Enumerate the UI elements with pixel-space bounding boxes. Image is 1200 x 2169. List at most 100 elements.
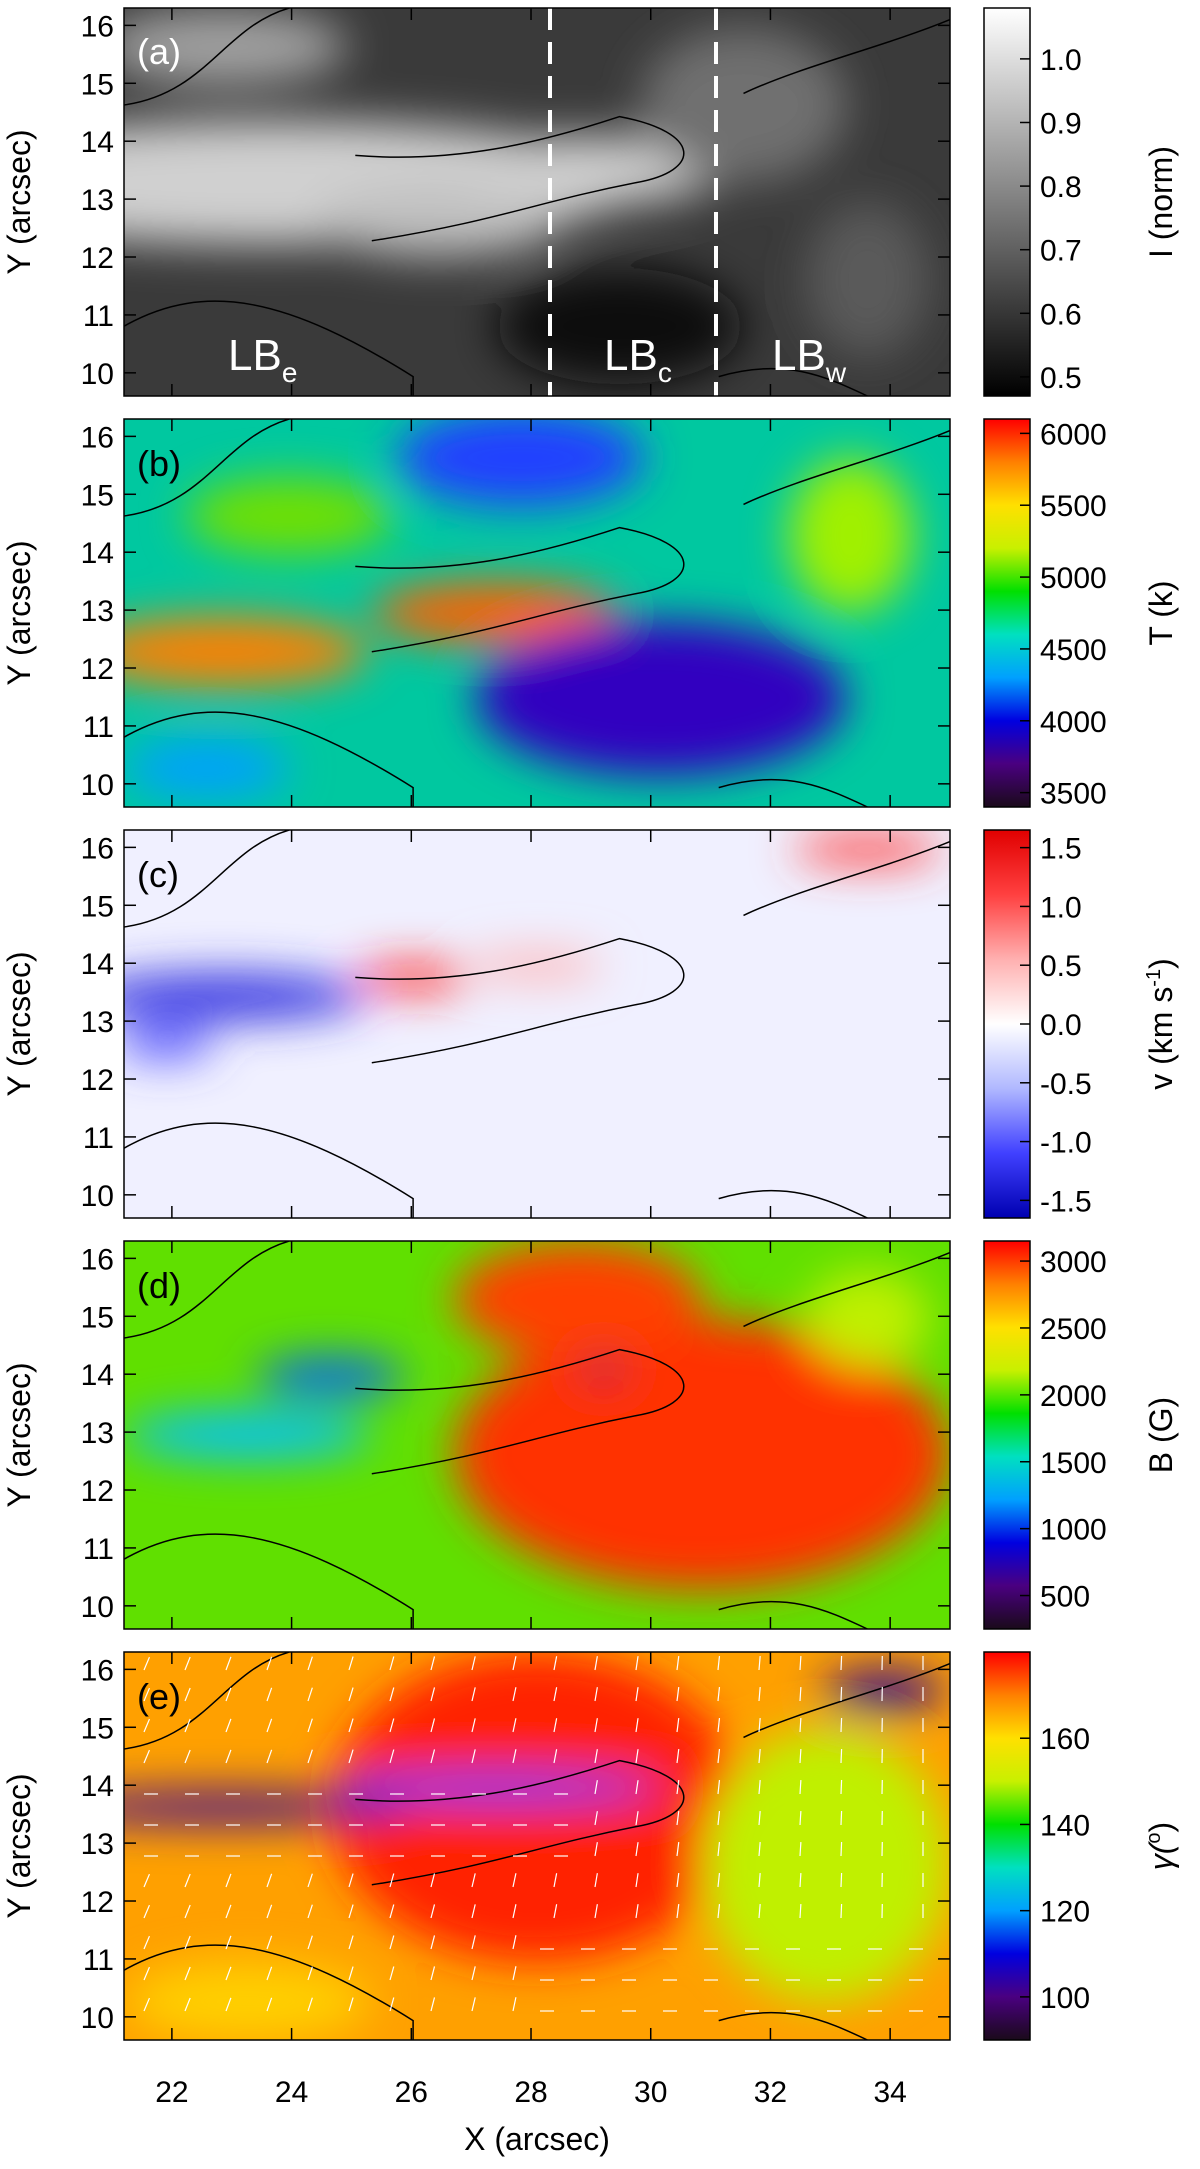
field-arrow xyxy=(676,1656,680,1671)
field-arrow xyxy=(430,1904,436,1919)
field-arrow xyxy=(184,1997,191,2012)
panel-e-frame xyxy=(123,1651,951,2041)
field-arrow xyxy=(594,1718,598,1733)
field-arrow xyxy=(266,1997,273,2012)
x-axis-label: X (arcsec) xyxy=(464,2121,610,2157)
field-arrow xyxy=(717,1749,721,1764)
field-arrow xyxy=(184,1687,191,1702)
field-arrow xyxy=(430,1656,436,1671)
field-arrow xyxy=(430,1749,436,1764)
panel-a-ylabel: Y (arcsec) xyxy=(1,129,37,274)
field-arrow xyxy=(143,1873,151,1888)
panel-d: (d) 10 11 12 13 14 15 16 Y (arcsec) 500 1000 150… xyxy=(1,1240,1179,1630)
field-arrow xyxy=(799,1717,802,1733)
panel-d-colorbar-label: B (G) xyxy=(1143,1397,1179,1473)
field-arrow xyxy=(553,1873,558,1888)
field-arrow xyxy=(512,1749,517,1764)
field-arrow xyxy=(635,1687,639,1702)
field-arrow xyxy=(307,1656,313,1671)
y-tick-label: 10 xyxy=(81,358,114,391)
field-arrow xyxy=(758,1903,761,1919)
field-arrow xyxy=(799,1748,802,1764)
field-arrow xyxy=(389,1997,395,2012)
field-arrow xyxy=(717,1780,721,1795)
y-tick-label: 10 xyxy=(81,2002,114,2035)
field-arrow xyxy=(635,1873,639,1888)
panel-c-colorbar-label: v (km s-1) xyxy=(1143,958,1179,1090)
colorbar-tick-label: 2500 xyxy=(1040,1313,1107,1346)
field-arrow xyxy=(676,1687,680,1702)
field-arrow xyxy=(348,1904,354,1919)
field-arrow xyxy=(471,1687,476,1702)
field-arrow xyxy=(143,1935,151,1950)
panel-e-arrows xyxy=(143,1655,924,2012)
colorbar-tick-label: 5500 xyxy=(1040,490,1107,523)
colorbar-tick-label: 0.9 xyxy=(1040,107,1082,140)
field-arrow xyxy=(553,1904,558,1919)
y-tick-label: 16 xyxy=(81,421,114,454)
panel-e-colorbar: 100 120 140 160 xyxy=(983,1651,1090,2041)
panel-e-colorbar-label: γ(o) xyxy=(1143,1822,1179,1870)
field-arrow xyxy=(266,1749,273,1764)
field-arrow xyxy=(225,1997,232,2012)
panel-d-frame xyxy=(123,1240,951,1630)
field-arrow xyxy=(717,1811,721,1826)
panel-c: (c) 10 11 12 13 14 15 16 Y (arcsec) -1.5 -1.0 -0… xyxy=(1,829,1179,1219)
colorbar-tick-label: 0.5 xyxy=(1040,362,1082,395)
field-arrow xyxy=(840,1686,843,1702)
field-arrow xyxy=(717,1904,721,1919)
panel-b-colorbar-label: T (k) xyxy=(1143,580,1179,645)
y-tick-label: 15 xyxy=(81,890,114,923)
field-arrow xyxy=(799,1872,802,1888)
field-arrow xyxy=(266,1966,273,1981)
field-arrow xyxy=(553,1656,558,1671)
y-tick-label: 13 xyxy=(81,184,114,217)
y-tick-label: 16 xyxy=(81,1243,114,1276)
colorbar-tick-label: 140 xyxy=(1040,1809,1090,1842)
field-arrow xyxy=(348,1749,354,1764)
field-arrow xyxy=(840,1748,843,1764)
panel-c-colorbar: -1.5 -1.0 -0.5 0.0 0.5 1.0 1.5 xyxy=(983,829,1092,1219)
field-arrow xyxy=(840,1903,843,1919)
field-arrow xyxy=(840,1841,843,1857)
field-arrow xyxy=(471,1718,476,1733)
y-tick-label: 16 xyxy=(81,832,114,865)
field-arrow xyxy=(389,1718,395,1733)
lb-w-label: LBw xyxy=(772,331,847,388)
y-tick-label: 16 xyxy=(81,10,114,43)
panel-c-contours xyxy=(124,830,950,1218)
field-arrow xyxy=(594,1904,598,1919)
panel-b: (b) 10 11 12 13 14 15 16 Y (arcsec) 3500 4000 45… xyxy=(1,418,1179,811)
panel-c-label: (c) xyxy=(137,854,179,895)
field-arrow xyxy=(389,1656,395,1671)
colorbar-tick-label: 3500 xyxy=(1040,778,1107,811)
field-arrow xyxy=(840,1872,843,1888)
colorbar-tick-label: 0.5 xyxy=(1040,950,1082,983)
colorbar-tick-label: 120 xyxy=(1040,1896,1090,1929)
y-tick-label: 15 xyxy=(81,68,114,101)
colorbar-tick-label: 1.5 xyxy=(1040,833,1082,866)
y-tick-label: 14 xyxy=(81,948,114,981)
field-arrow xyxy=(758,1686,761,1702)
colorbar-tick-label: 2000 xyxy=(1040,1380,1107,1413)
panel-b-contours xyxy=(124,419,950,807)
field-arrow xyxy=(512,1904,517,1919)
colorbar-tick-label: 1500 xyxy=(1040,1447,1107,1480)
colorbar-tick-label: -0.5 xyxy=(1040,1068,1092,1101)
colorbar-tick-label: 0.0 xyxy=(1040,1009,1082,1042)
field-arrow xyxy=(799,1810,802,1826)
field-arrow xyxy=(471,1935,476,1950)
field-arrow xyxy=(553,1749,558,1764)
field-arrow xyxy=(717,1873,721,1888)
field-arrow xyxy=(430,1966,436,1981)
field-arrow xyxy=(430,1687,436,1702)
field-arrow xyxy=(184,1966,191,1981)
colorbar xyxy=(983,1651,1031,2041)
y-tick-label: 13 xyxy=(81,595,114,628)
panel-d-ylabel: Y (arcsec) xyxy=(1,1362,37,1507)
y-tick-label: 12 xyxy=(81,1886,114,1919)
field-arrow xyxy=(225,1656,232,1671)
field-arrow xyxy=(635,1811,639,1826)
